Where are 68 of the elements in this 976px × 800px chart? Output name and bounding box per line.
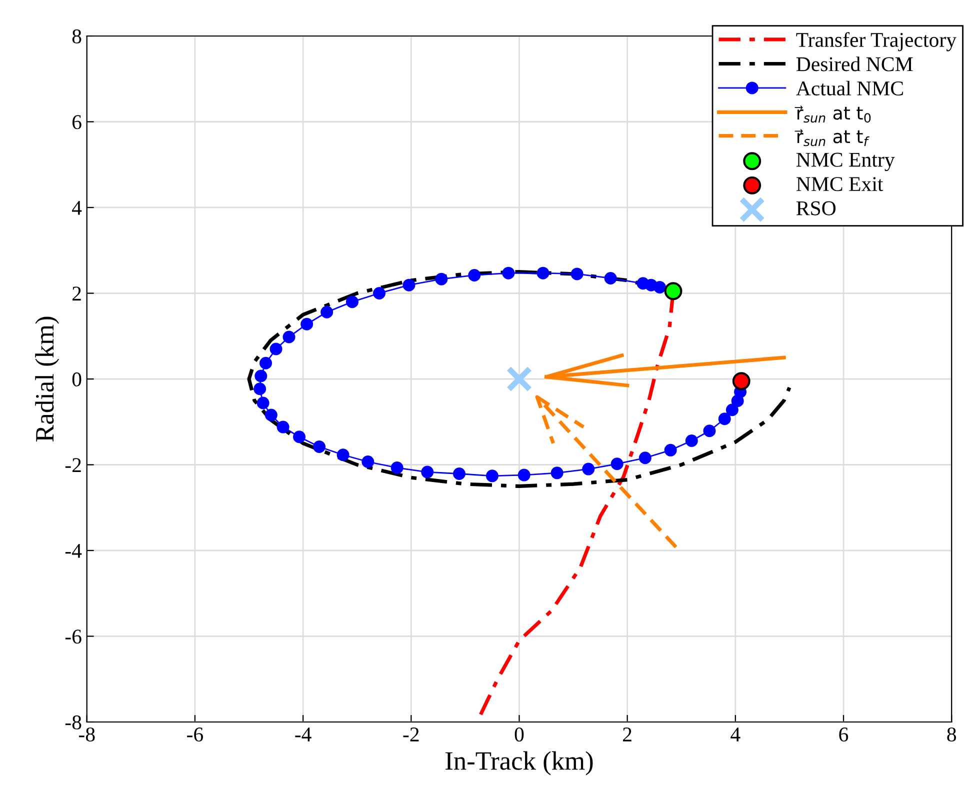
point (570, 268, 584, 280)
y-tick-label: 6 (72, 115, 82, 130)
x-tick-label: 2 (623, 728, 632, 742)
y-tick-label: -2 (65, 458, 81, 472)
x-tick-label: 6 (839, 728, 848, 742)
y-tick-label: -8 (65, 715, 82, 730)
point (373, 287, 386, 300)
point (452, 468, 466, 480)
point (664, 444, 677, 456)
point (346, 296, 358, 308)
point (486, 470, 498, 482)
point (282, 330, 296, 344)
legend-label: RSO (796, 201, 836, 216)
point (732, 372, 750, 390)
point (336, 448, 350, 462)
y-tick-label: 2 (72, 286, 81, 300)
y-tick-label: -6 (65, 630, 82, 644)
x-tick-label: 8 (947, 727, 956, 742)
point (300, 318, 314, 330)
y-tick-label: -4 (65, 544, 82, 558)
point (256, 396, 270, 410)
x-tick-label: 4 (730, 728, 740, 742)
point (718, 412, 731, 426)
point (468, 268, 481, 282)
point (421, 466, 434, 478)
point (362, 456, 374, 468)
point (604, 272, 617, 284)
point (435, 272, 448, 286)
point (636, 277, 650, 290)
point (518, 468, 530, 482)
point (550, 466, 564, 480)
legend-label: NMC Exit (796, 177, 884, 192)
point (313, 440, 326, 453)
point (254, 370, 268, 382)
x-axis-title: In-Track (km) (446, 751, 593, 776)
y-tick-label: 8 (72, 29, 82, 44)
point (664, 282, 682, 300)
y-tick-label: 0 (72, 372, 82, 386)
point (506, 366, 532, 392)
point (260, 356, 272, 370)
point (502, 266, 515, 280)
point (264, 408, 278, 422)
point (254, 382, 266, 396)
point (270, 342, 282, 356)
legend-label: Actual NMC (796, 80, 903, 96)
point (582, 462, 595, 476)
x-tick-label: -6 (187, 728, 204, 742)
point (320, 306, 334, 318)
y-tick-label: 4 (72, 201, 82, 215)
point (276, 420, 290, 434)
point (638, 452, 652, 464)
point (726, 404, 738, 416)
legend-label: Desired NCM (796, 56, 913, 72)
point (610, 458, 624, 470)
x-tick-label: 0 (514, 727, 524, 742)
point (536, 266, 550, 280)
point (703, 424, 716, 438)
legend-label: r⃗$_{sun}$ at t$_{0}$ (794, 106, 871, 123)
legend-label: NMC Entry (796, 152, 895, 172)
point (685, 434, 698, 447)
x-tick-label: -4 (295, 728, 312, 742)
x-tick-label: -2 (403, 728, 419, 742)
y-axis-title: Radial (km) (35, 316, 60, 442)
legend-label: Transfer Trajectory (796, 32, 956, 52)
point (390, 462, 404, 474)
point (293, 430, 306, 444)
point (402, 278, 416, 292)
legend-label: r⃗$_{sun}$ at t$_{f}$ (794, 129, 870, 146)
